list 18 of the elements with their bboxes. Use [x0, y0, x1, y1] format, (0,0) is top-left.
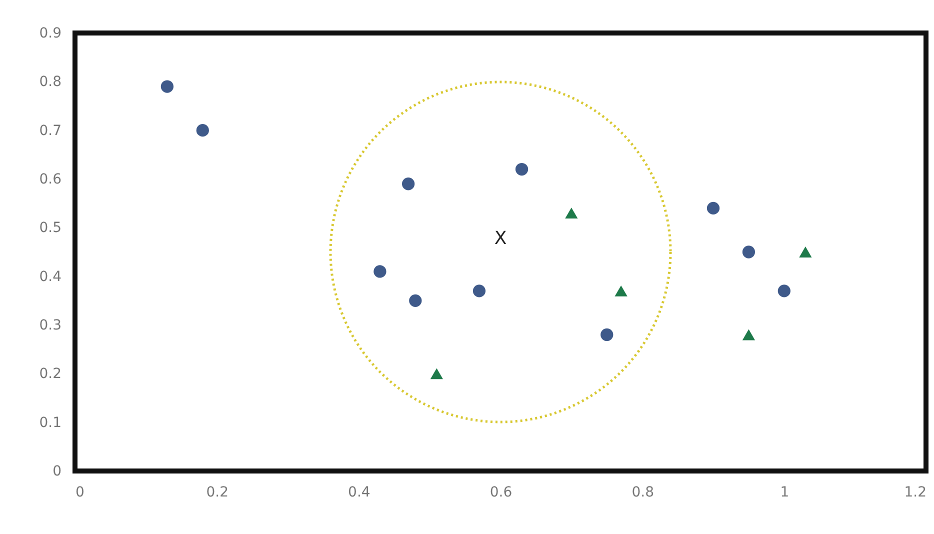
y-tick-label: 0.8: [39, 74, 62, 90]
x-tick-label: 1.2: [904, 484, 926, 500]
y-tick-label: 0.5: [39, 220, 62, 236]
annotation: X: [494, 228, 507, 249]
y-tick-label: 0.4: [39, 268, 62, 285]
y-tick-label: 0.2: [39, 366, 62, 382]
x-tick-label: 0.2: [206, 484, 228, 500]
x-tick-label: 0: [76, 484, 84, 500]
x-tick-label: 0.6: [490, 484, 512, 500]
y-tick-label: 0.3: [39, 318, 62, 334]
y-tick-label: 0: [52, 464, 62, 480]
x-tick-label: 0.4: [348, 484, 370, 500]
y-tick-label: 0.6: [39, 172, 62, 188]
x-tick-label: 0.8: [632, 484, 654, 500]
y-tick-label: 0.1: [39, 414, 62, 431]
y-tick-label: 0.7: [39, 122, 62, 139]
x-tick-label: 1: [780, 484, 790, 500]
y-tick-label: 0.9: [39, 26, 62, 42]
